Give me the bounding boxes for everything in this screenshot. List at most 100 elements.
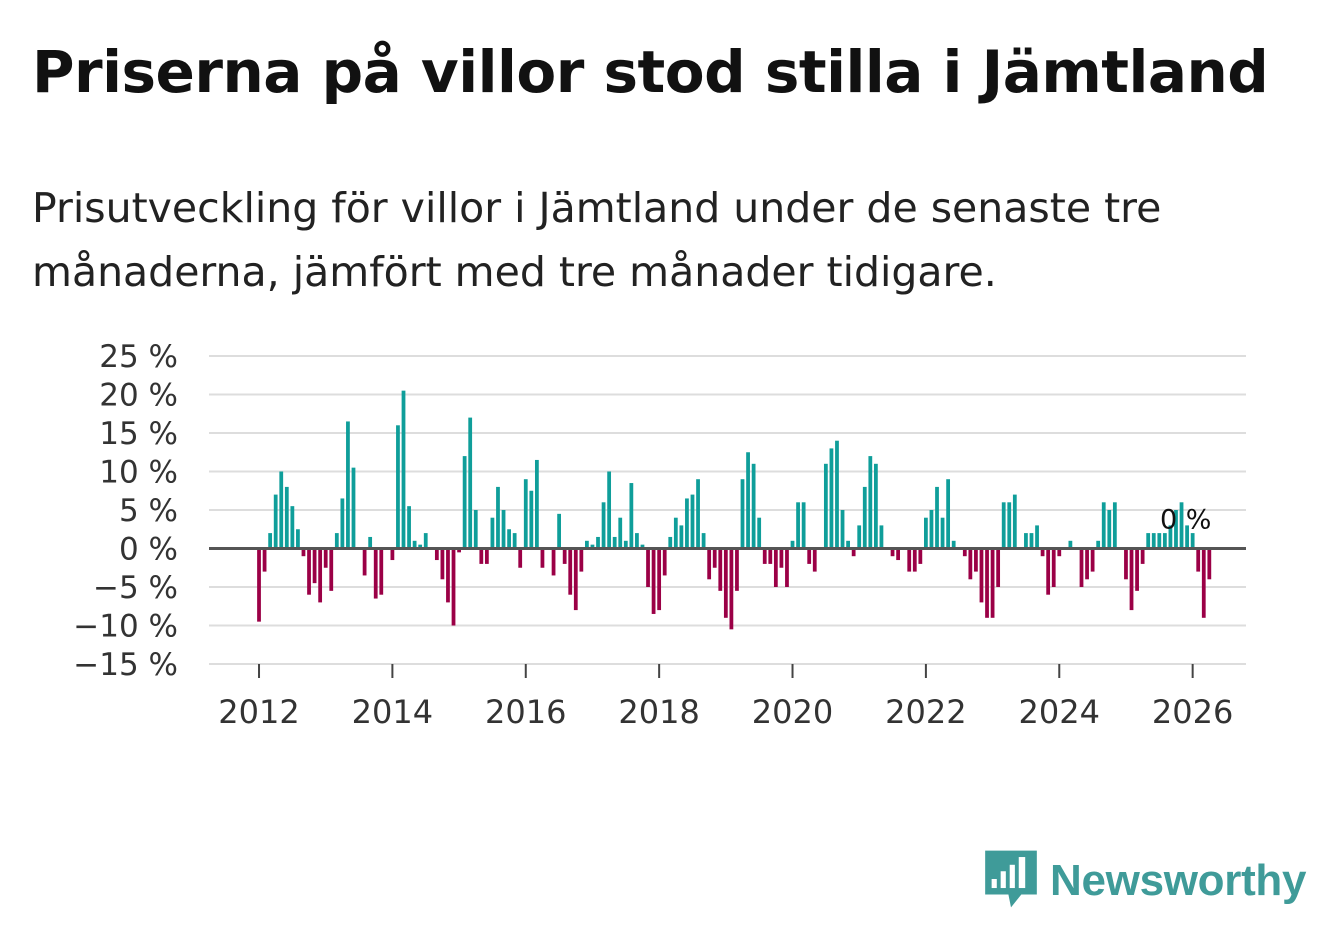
- bar: [607, 471, 612, 549]
- bar: [1096, 540, 1101, 549]
- bar: [757, 517, 762, 549]
- bar: [329, 548, 334, 591]
- bar: [534, 459, 539, 549]
- bar: [946, 479, 951, 549]
- y-tick-label: −5 %: [93, 570, 178, 606]
- bar: [746, 452, 750, 549]
- bar: [1179, 502, 1184, 549]
- bar: [924, 517, 928, 549]
- bar: [673, 517, 678, 549]
- bar: [1085, 548, 1089, 580]
- bar: [851, 548, 856, 557]
- bar: [612, 536, 617, 549]
- bar: [629, 483, 634, 549]
- bar: [812, 548, 817, 572]
- bar: [740, 479, 745, 549]
- bar: [962, 548, 967, 557]
- bar: [974, 548, 978, 572]
- bar: [396, 425, 400, 549]
- x-tick-label: 2026: [1152, 693, 1233, 731]
- bar: [751, 463, 756, 549]
- bar: [979, 548, 984, 603]
- bar: [518, 548, 523, 568]
- bar: [440, 548, 445, 580]
- bar: [1151, 533, 1156, 549]
- y-tick-label: 15 %: [99, 416, 178, 452]
- bar: [1112, 502, 1117, 549]
- bar: [951, 540, 956, 549]
- bar: [318, 548, 323, 603]
- bar: [935, 486, 939, 549]
- y-axis: −15 %−10 %−5 %0 %5 %10 %15 %20 %25 %: [73, 339, 178, 683]
- bar: [873, 463, 878, 549]
- bar: [968, 548, 973, 580]
- bar: [690, 494, 695, 549]
- bar: [1207, 548, 1212, 580]
- bar: [1168, 525, 1173, 549]
- x-axis: 2012 2014 2016 2018 2020 2022 2024 2026: [218, 664, 1233, 731]
- bar: [479, 548, 484, 564]
- bar: [362, 548, 367, 576]
- bar: [407, 506, 411, 549]
- bar: [823, 463, 828, 549]
- bar: [1124, 548, 1128, 580]
- bar: [1046, 548, 1051, 595]
- bar: [1040, 548, 1045, 557]
- bar: [779, 548, 784, 568]
- bar: [523, 479, 528, 549]
- bar: [551, 548, 556, 576]
- y-tick-label: 20 %: [99, 378, 178, 414]
- brand-logo[interactable]: Newsworthy: [980, 848, 1306, 914]
- bar: [1196, 548, 1201, 572]
- bar: [507, 529, 511, 549]
- x-tick-label: 2020: [752, 693, 833, 731]
- bar: [473, 510, 478, 549]
- chart-subtitle: Prisutveckling för villor i Jämtland und…: [32, 184, 1162, 296]
- bar: [668, 536, 673, 549]
- bar: [1079, 548, 1084, 587]
- bar: [829, 448, 834, 549]
- bar: [840, 510, 845, 549]
- bar: [1024, 533, 1028, 549]
- bar: [390, 548, 395, 561]
- bar: [796, 502, 800, 549]
- bar: [679, 525, 684, 549]
- brand-name: Newsworthy: [1050, 856, 1307, 905]
- y-tick-label: 0 %: [119, 532, 178, 568]
- x-tick-label: 2012: [218, 693, 299, 731]
- bar: [1007, 502, 1012, 549]
- bar: [1068, 540, 1073, 549]
- bar: [918, 548, 923, 564]
- bar: [284, 486, 289, 549]
- chart-area: −15 %−10 %−5 %0 %5 %10 %15 %20 %25 % 201…: [73, 339, 1246, 731]
- y-tick-label: 10 %: [99, 455, 178, 491]
- bar: [1157, 533, 1162, 549]
- bar: [412, 540, 417, 549]
- bar: [512, 533, 517, 549]
- bar: [1029, 533, 1034, 549]
- bar: [862, 486, 867, 549]
- bar: [312, 548, 317, 584]
- bar: [468, 417, 473, 549]
- bar: [835, 440, 839, 549]
- bar: [529, 490, 534, 549]
- bar: [635, 533, 639, 549]
- bar: [446, 548, 450, 603]
- bar: [257, 548, 261, 622]
- bar: [990, 548, 995, 618]
- bar: [351, 467, 356, 549]
- bar: [490, 517, 495, 549]
- bar: [696, 479, 700, 549]
- bar: [685, 498, 689, 549]
- bar: [1174, 510, 1178, 549]
- y-tick-label: −10 %: [73, 609, 178, 645]
- bar: [912, 548, 917, 572]
- bar: [379, 548, 384, 595]
- bar: [890, 548, 895, 557]
- bar: [929, 510, 934, 549]
- bar: [540, 548, 545, 568]
- bar: [868, 456, 873, 549]
- bar: [462, 456, 467, 549]
- bar: [1201, 548, 1206, 618]
- bar: [846, 540, 850, 549]
